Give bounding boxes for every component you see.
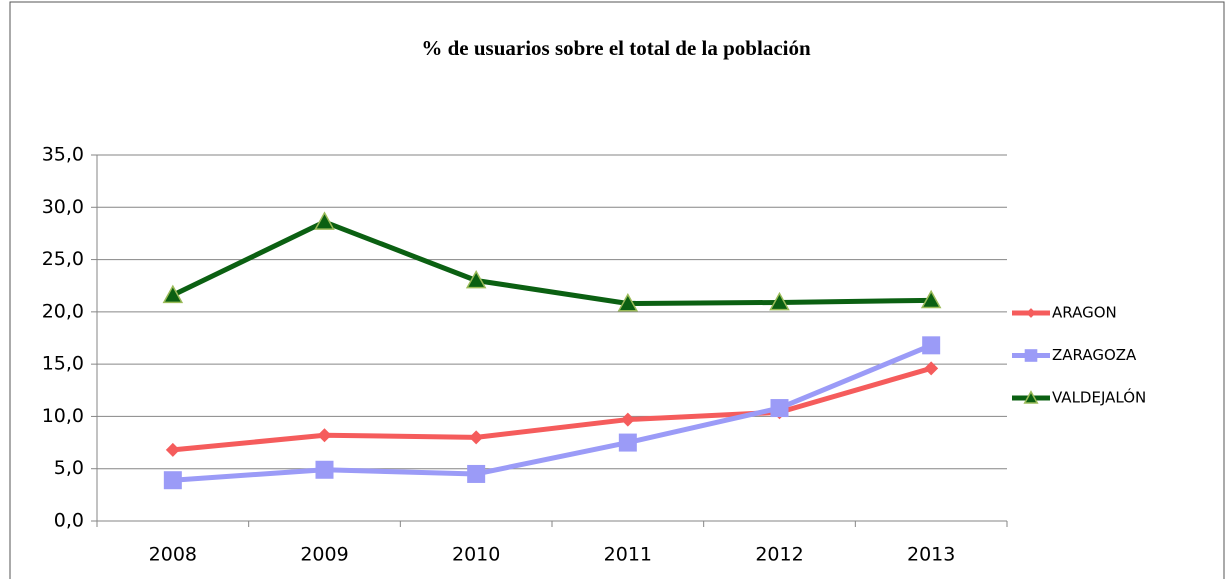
y-tick-label: 5,0 (54, 457, 84, 479)
legend-label: ZARAGOZA (1052, 346, 1137, 364)
data-point (920, 289, 942, 309)
x-tick-label: 2009 (300, 544, 348, 566)
y-tick-label: 35,0 (42, 144, 84, 166)
y-tick-label: 15,0 (42, 353, 84, 375)
data-point (315, 460, 334, 479)
data-point (770, 399, 789, 418)
x-tick-label: 2010 (452, 544, 500, 566)
data-point (617, 292, 639, 312)
data-point (467, 464, 486, 483)
legend-marker (1023, 390, 1039, 404)
data-point (924, 361, 939, 376)
data-point (620, 412, 635, 427)
x-tick-label: 2013 (907, 544, 955, 566)
data-point (469, 430, 484, 445)
x-tick-label: 2008 (149, 544, 197, 566)
y-tick-label: 30,0 (42, 196, 84, 218)
data-point (618, 433, 637, 452)
series-line (171, 219, 932, 306)
data-point (317, 428, 332, 443)
data-point (163, 471, 182, 490)
legend-marker (1026, 308, 1036, 318)
chart-title: % de usuarios sobre el total de la pobla… (421, 36, 811, 60)
y-tick-label: 20,0 (42, 300, 84, 322)
series-line (172, 365, 932, 453)
data-point (314, 211, 335, 230)
y-tick-label: 10,0 (42, 405, 84, 427)
legend-label: ARAGON (1052, 304, 1117, 322)
y-tick-label: 25,0 (42, 248, 84, 270)
legend-marker (1024, 349, 1038, 362)
series-line (172, 343, 933, 483)
data-point (769, 291, 790, 311)
x-tick-label: 2012 (755, 544, 803, 566)
data-point (465, 269, 487, 289)
x-tick-label: 2011 (604, 544, 652, 566)
data-point (922, 336, 941, 355)
data-point (162, 284, 184, 304)
y-tick-label: 0,0 (54, 510, 84, 532)
data-point (165, 442, 180, 457)
legend-label: VALDEJALÓN (1052, 388, 1146, 407)
chart-border (9, 1, 1225, 579)
